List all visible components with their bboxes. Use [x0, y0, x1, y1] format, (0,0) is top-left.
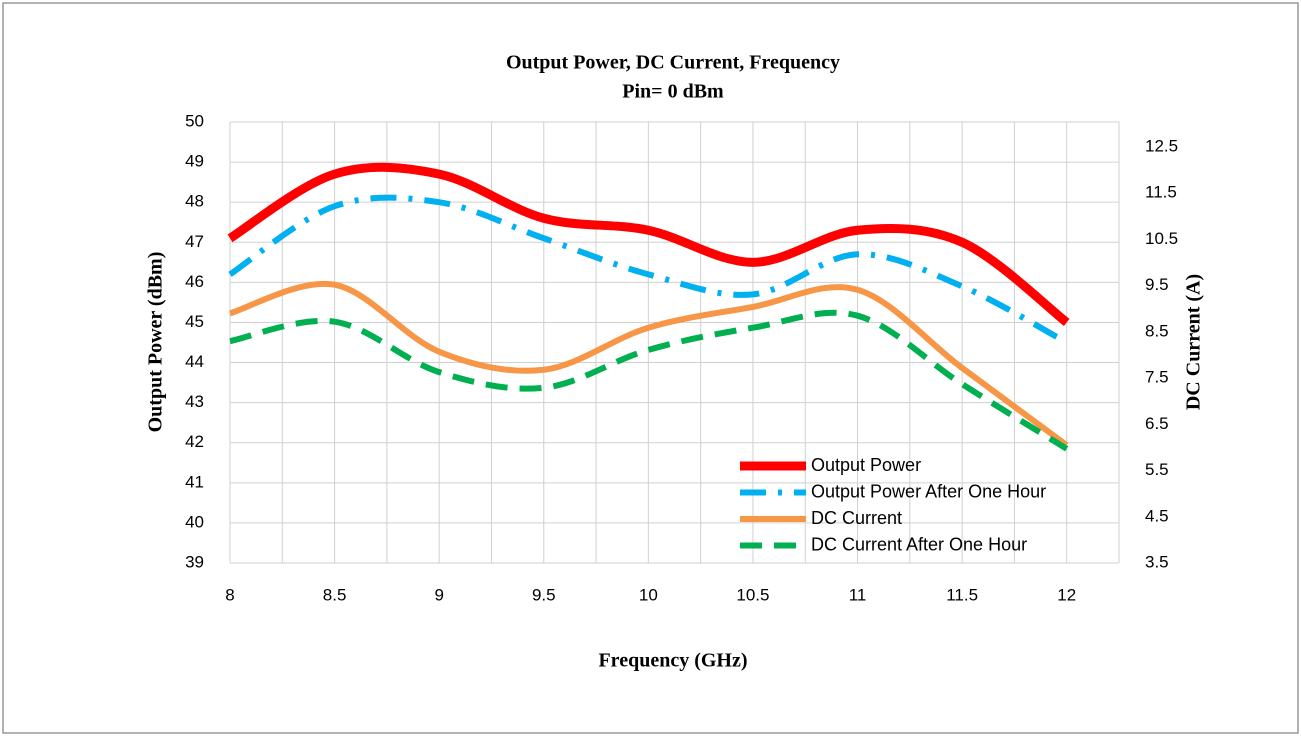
- y2-tick-label: 4.5: [1145, 506, 1169, 525]
- y2-tick-label: 5.5: [1145, 460, 1169, 479]
- x-tick-label: 11: [849, 585, 867, 604]
- y-tick-label: 42: [185, 432, 204, 451]
- y-tick-label: 50: [185, 111, 204, 130]
- legend-label: Output Power After One Hour: [811, 481, 1046, 501]
- y-tick-label: 45: [185, 312, 204, 331]
- x-tick-label: 9.5: [532, 585, 556, 604]
- y-tick-label: 39: [185, 552, 204, 571]
- x-tick-label: 11.5: [946, 585, 978, 604]
- series-line: [229, 280, 1069, 448]
- y2-tick-label: 7.5: [1145, 368, 1169, 387]
- x-tick-label: 8: [225, 585, 234, 604]
- chart-title: Output Power, DC Current, Frequency: [506, 52, 840, 74]
- chart-subtitle: Pin= 0 dBm: [622, 81, 724, 103]
- y-tick-label: 44: [185, 352, 204, 371]
- y-tick-label: 40: [185, 512, 204, 531]
- y2-tick-label: 10.5: [1145, 229, 1178, 248]
- y2-tick-label: 8.5: [1145, 321, 1169, 340]
- y-tick-label: 49: [185, 152, 204, 171]
- y2-tick-label: 12.5: [1145, 136, 1178, 155]
- x-tick-label: 8.5: [323, 585, 347, 604]
- x-tick-label: 9: [434, 585, 443, 604]
- x-tick-label: 10.5: [736, 585, 769, 604]
- y2-tick-label: 3.5: [1145, 552, 1169, 571]
- y-tick-label: 47: [185, 232, 204, 251]
- y2-tick-label: 11.5: [1145, 183, 1177, 202]
- y-axis-label: Output Power (dBm): [145, 252, 167, 433]
- series-line: [228, 194, 1069, 346]
- x-tick-label: 12: [1057, 585, 1076, 604]
- y2-tick-label: 6.5: [1145, 414, 1169, 433]
- y-tick-label: 48: [185, 192, 204, 211]
- y-tick-label: 41: [185, 472, 204, 491]
- series-line: [227, 162, 1070, 327]
- y-tick-label: 43: [185, 392, 204, 411]
- legend-label: DC Current: [811, 508, 902, 528]
- x-tick-label: 10: [639, 585, 658, 604]
- legend-label: DC Current After One Hour: [811, 534, 1027, 554]
- x-axis-label: Frequency (GHz): [598, 650, 747, 672]
- series-line: [229, 309, 1069, 452]
- y2-axis-label: DC Current (A): [1183, 274, 1205, 410]
- y2-tick-label: 9.5: [1145, 275, 1169, 294]
- y-tick-label: 46: [185, 272, 204, 291]
- legend-label: Output Power: [811, 455, 921, 475]
